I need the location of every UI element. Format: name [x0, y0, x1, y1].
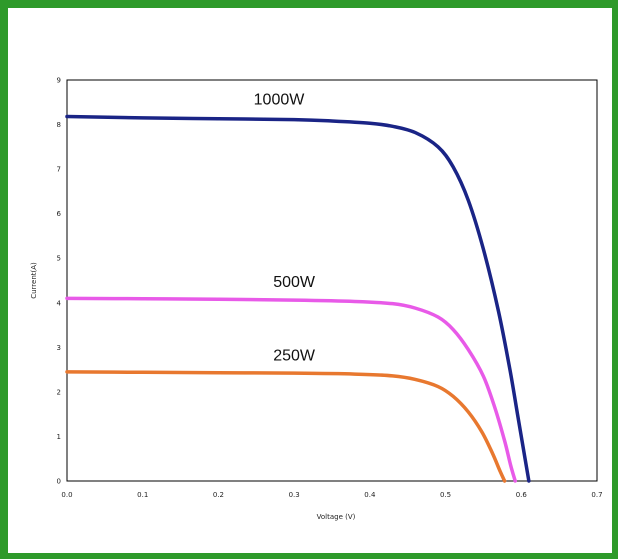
y-axis-ticks: 0 1 2 3 4 5 6 7 8 9 [57, 77, 62, 486]
x-tick-label: 0.0 [61, 491, 72, 499]
y-tick-label: 1 [57, 433, 61, 441]
series-labels: 1000W 500W 250W [254, 92, 316, 365]
x-tick-label: 0.7 [591, 491, 602, 499]
series-lines [65, 114, 531, 483]
plot-area-border [66, 79, 598, 482]
x-tick-label: 0.2 [213, 491, 224, 499]
y-axis-title: Current(A) [30, 262, 38, 299]
series-line-1000w [65, 114, 531, 483]
series-label-1000w: 1000W [254, 92, 306, 109]
x-tick-label: 0.5 [440, 491, 451, 499]
y-tick-label: 5 [57, 255, 61, 263]
y-tick-label: 4 [57, 299, 62, 307]
y-tick-label: 3 [57, 344, 61, 352]
y-tick-label: 6 [57, 210, 62, 218]
y-tick-label: 9 [57, 77, 61, 85]
y-tick-label: 0 [57, 478, 61, 486]
series-line-500w [65, 296, 517, 483]
y-tick-label: 7 [57, 166, 61, 174]
x-axis-title: Voltage (V) [317, 513, 356, 521]
series-line-250w [65, 370, 507, 483]
x-tick-label: 0.6 [516, 491, 528, 499]
x-axis-ticks: 0.0 0.1 0.2 0.3 0.4 0.5 0.6 0.7 [61, 491, 602, 499]
x-tick-label: 0.4 [364, 491, 376, 499]
series-label-500w: 500W [273, 274, 316, 291]
x-tick-label: 0.3 [289, 491, 300, 499]
y-tick-label: 8 [57, 121, 61, 129]
y-tick-label: 2 [57, 388, 61, 396]
x-tick-label: 0.1 [137, 491, 148, 499]
series-label-250w: 250W [273, 348, 316, 365]
